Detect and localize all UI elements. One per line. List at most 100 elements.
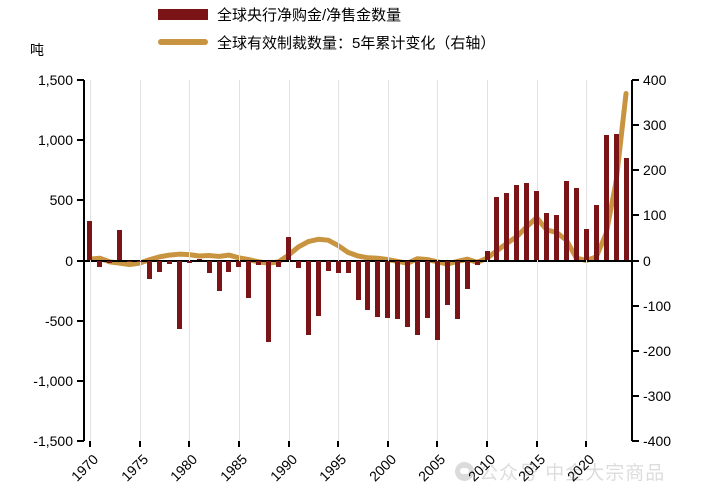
y-axis-label-left--1,500: -1,500 — [33, 433, 73, 449]
x-axis-label-1985: 1985 — [216, 451, 251, 485]
bar-2020 — [583, 229, 589, 261]
legend-line-swatch — [158, 39, 208, 45]
bar-1991 — [295, 260, 301, 269]
y-axis-label-left-1,500: 1,500 — [37, 72, 73, 88]
plot-area — [77, 79, 639, 447]
bar-1974 — [127, 260, 133, 262]
bar-2022 — [603, 135, 609, 261]
bar-2017 — [554, 214, 560, 261]
bar-1999 — [375, 260, 381, 318]
x-axis-label-1970: 1970 — [67, 451, 102, 485]
x-tick-1985 — [237, 441, 240, 447]
y-axis-label-right--100: -100 — [643, 297, 672, 314]
bar-1989 — [276, 260, 282, 267]
bar-2001 — [395, 260, 401, 320]
bar-2006 — [444, 260, 450, 306]
bar-2013 — [514, 185, 520, 261]
chart-legend: 全球央行净购金/净售金数量 全球有效制裁数量：5年累计变化（右轴） — [0, 0, 702, 56]
bar-2005 — [434, 260, 440, 340]
x-axis-label-2000: 2000 — [365, 451, 400, 485]
gridline-2010 — [487, 80, 489, 441]
x-tick-2000 — [386, 441, 389, 447]
bar-1998 — [365, 260, 371, 310]
bar-2018 — [563, 181, 569, 261]
bar-2002 — [405, 260, 411, 327]
bar-2024 — [623, 157, 629, 261]
x-tick-1995 — [337, 441, 340, 447]
y-axis-label-left--500: -500 — [44, 312, 73, 329]
bar-1977 — [156, 260, 162, 272]
x-axis-label-2005: 2005 — [415, 451, 449, 485]
bar-2021 — [593, 205, 599, 261]
x-axis-label-1975: 1975 — [117, 451, 151, 485]
bar-1984 — [226, 260, 232, 272]
bar-1987 — [256, 260, 262, 265]
y-tick-right-100 — [632, 214, 639, 217]
y-tick-left-0 — [77, 259, 84, 262]
bar-2010 — [484, 251, 490, 261]
bar-2004 — [424, 260, 430, 319]
bar-1981 — [196, 258, 202, 261]
y-tick-right-400 — [632, 79, 639, 81]
y-tick-right-0 — [632, 259, 639, 262]
legend-line-label: 全球有效制裁数量：5年累计变化（右轴） — [217, 34, 496, 52]
x-tick-1975 — [138, 441, 141, 447]
bar-1983 — [216, 260, 222, 291]
legend-bar-label: 全球央行净购金/净售金数量 — [217, 6, 402, 24]
y-axis-unit-label: 吨 — [30, 42, 44, 58]
y-tick-right--200 — [632, 349, 639, 352]
gridline-1990 — [288, 80, 290, 441]
bar-1997 — [355, 260, 361, 301]
gridline-2020 — [586, 80, 588, 441]
y-axis-label-left-500: 500 — [49, 192, 73, 209]
bar-2016 — [544, 212, 550, 261]
y-axis-label-left-0: 0 — [65, 252, 73, 269]
bar-2014 — [524, 182, 530, 261]
bar-1993 — [315, 260, 321, 317]
bar-1979 — [176, 260, 182, 330]
bar-2015 — [534, 190, 540, 261]
bar-2011 — [494, 196, 500, 261]
x-axis-label-2015: 2015 — [514, 451, 549, 485]
x-tick-2010 — [486, 441, 489, 447]
y-axis-label-left--1,000: -1,000 — [33, 372, 73, 389]
x-tick-1970 — [88, 441, 91, 447]
bar-2003 — [415, 260, 421, 336]
bar-1972 — [107, 260, 113, 263]
y-tick-left-1,500 — [77, 79, 84, 81]
bar-1980 — [186, 260, 192, 263]
y-axis-label-left-1,000: 1,000 — [37, 132, 73, 149]
legend-bar-swatch — [158, 8, 208, 20]
y-tick-right--100 — [632, 304, 639, 307]
y-axis-label-right-300: 300 — [643, 117, 667, 134]
x-tick-2020 — [585, 441, 588, 447]
bar-1996 — [345, 260, 351, 273]
bar-2009 — [474, 260, 480, 265]
bar-1995 — [335, 260, 341, 274]
bar-1982 — [206, 260, 212, 274]
bar-1985 — [236, 260, 242, 267]
y-axis-label-right--300: -300 — [643, 387, 672, 404]
x-tick-2015 — [535, 441, 538, 447]
y-tick-left-500 — [77, 199, 84, 202]
bar-2000 — [385, 260, 391, 319]
y-axis-label-right--400: -400 — [643, 433, 672, 449]
y-tick-left-1,000 — [77, 139, 84, 142]
left-axis-line — [83, 80, 85, 441]
x-axis-label-1995: 1995 — [316, 451, 350, 485]
x-axis-label-2010: 2010 — [465, 451, 499, 485]
y-tick-right--400 — [632, 440, 639, 442]
bar-1986 — [246, 260, 252, 298]
y-tick-right-200 — [632, 169, 639, 172]
bar-2012 — [504, 193, 510, 261]
bar-1992 — [305, 260, 311, 336]
bar-2007 — [454, 260, 460, 320]
x-axis-label-1980: 1980 — [167, 451, 201, 485]
bar-1970 — [87, 220, 93, 261]
gridline-2015 — [536, 80, 538, 441]
y-axis-label-right-200: 200 — [643, 162, 667, 179]
gridline-1970 — [89, 80, 91, 441]
bar-1994 — [325, 260, 331, 272]
x-axis-label-1990: 1990 — [266, 451, 300, 485]
